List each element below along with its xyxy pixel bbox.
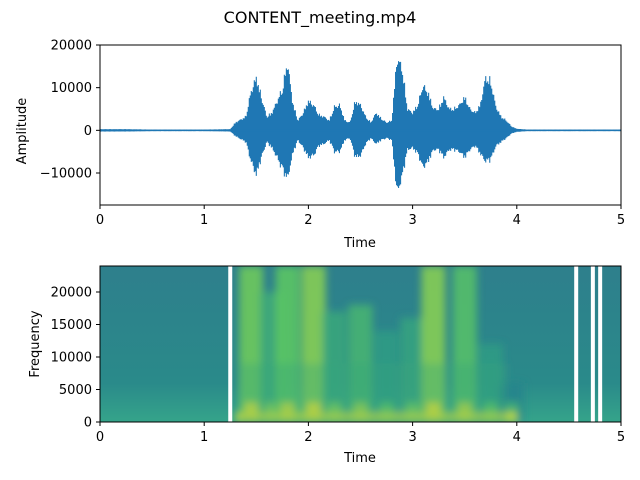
spectrogram-gap bbox=[598, 266, 603, 422]
x-tick-label: 1 bbox=[200, 430, 208, 445]
y-tick-label: 20000 bbox=[51, 39, 92, 54]
spectrogram-axes-frame bbox=[99, 265, 622, 423]
x-tick-label: 5 bbox=[617, 213, 625, 228]
waveform-y-axis: −10000 0 10000 20000 bbox=[40, 39, 100, 182]
spectrogram-gap bbox=[574, 266, 579, 422]
y-tick-label: 15000 bbox=[51, 318, 92, 333]
spectrogram-energy bbox=[235, 266, 524, 422]
x-tick-label: 0 bbox=[96, 430, 104, 445]
y-tick-label: −10000 bbox=[40, 167, 92, 182]
x-tick-label: 3 bbox=[408, 213, 416, 228]
spectrogram-gap bbox=[590, 266, 595, 422]
x-tick-label: 4 bbox=[513, 213, 521, 228]
waveform-x-label: Time bbox=[343, 236, 376, 251]
x-tick-label: 2 bbox=[304, 430, 312, 445]
speech-midband bbox=[240, 363, 507, 422]
x-tick-label: 1 bbox=[200, 213, 208, 228]
waveform-y-label: Amplitude bbox=[15, 98, 30, 165]
spectrogram-plot-area bbox=[100, 266, 621, 422]
waveform-axes-frame bbox=[99, 44, 622, 206]
y-tick-label: 20000 bbox=[51, 286, 92, 301]
figure-title: CONTENT_meeting.mp4 bbox=[224, 8, 417, 28]
spectrogram-x-axis: 0 1 2 3 4 5 bbox=[96, 422, 625, 445]
spectrogram-gap bbox=[228, 266, 233, 422]
x-tick-label: 2 bbox=[304, 213, 312, 228]
spectrogram-y-axis: 0 5000 10000 15000 20000 bbox=[51, 286, 100, 431]
x-tick-label: 3 bbox=[408, 430, 416, 445]
spectrogram-y-label: Frequency bbox=[28, 310, 43, 377]
y-tick-label: 10000 bbox=[51, 351, 92, 366]
spectrogram-x-label: Time bbox=[343, 451, 376, 466]
waveform-plot-area bbox=[100, 61, 621, 188]
spectrogram-panel: 0 1 2 3 4 5 0 5000 10000 15000 20000 Time Frequen… bbox=[28, 265, 625, 466]
y-tick-label: 10000 bbox=[51, 81, 92, 96]
waveform-panel: 0 1 2 3 4 5 −10000 0 10000 20000 Time Amplitude bbox=[15, 39, 625, 252]
y-tick-label: 5000 bbox=[59, 383, 92, 398]
waveform-series bbox=[100, 61, 621, 188]
x-tick-label: 5 bbox=[617, 430, 625, 445]
waveform-x-axis: 0 1 2 3 4 5 bbox=[96, 205, 625, 228]
x-tick-label: 0 bbox=[96, 213, 104, 228]
y-tick-label: 0 bbox=[84, 416, 92, 431]
x-tick-label: 4 bbox=[513, 430, 521, 445]
y-tick-label: 0 bbox=[84, 124, 92, 139]
